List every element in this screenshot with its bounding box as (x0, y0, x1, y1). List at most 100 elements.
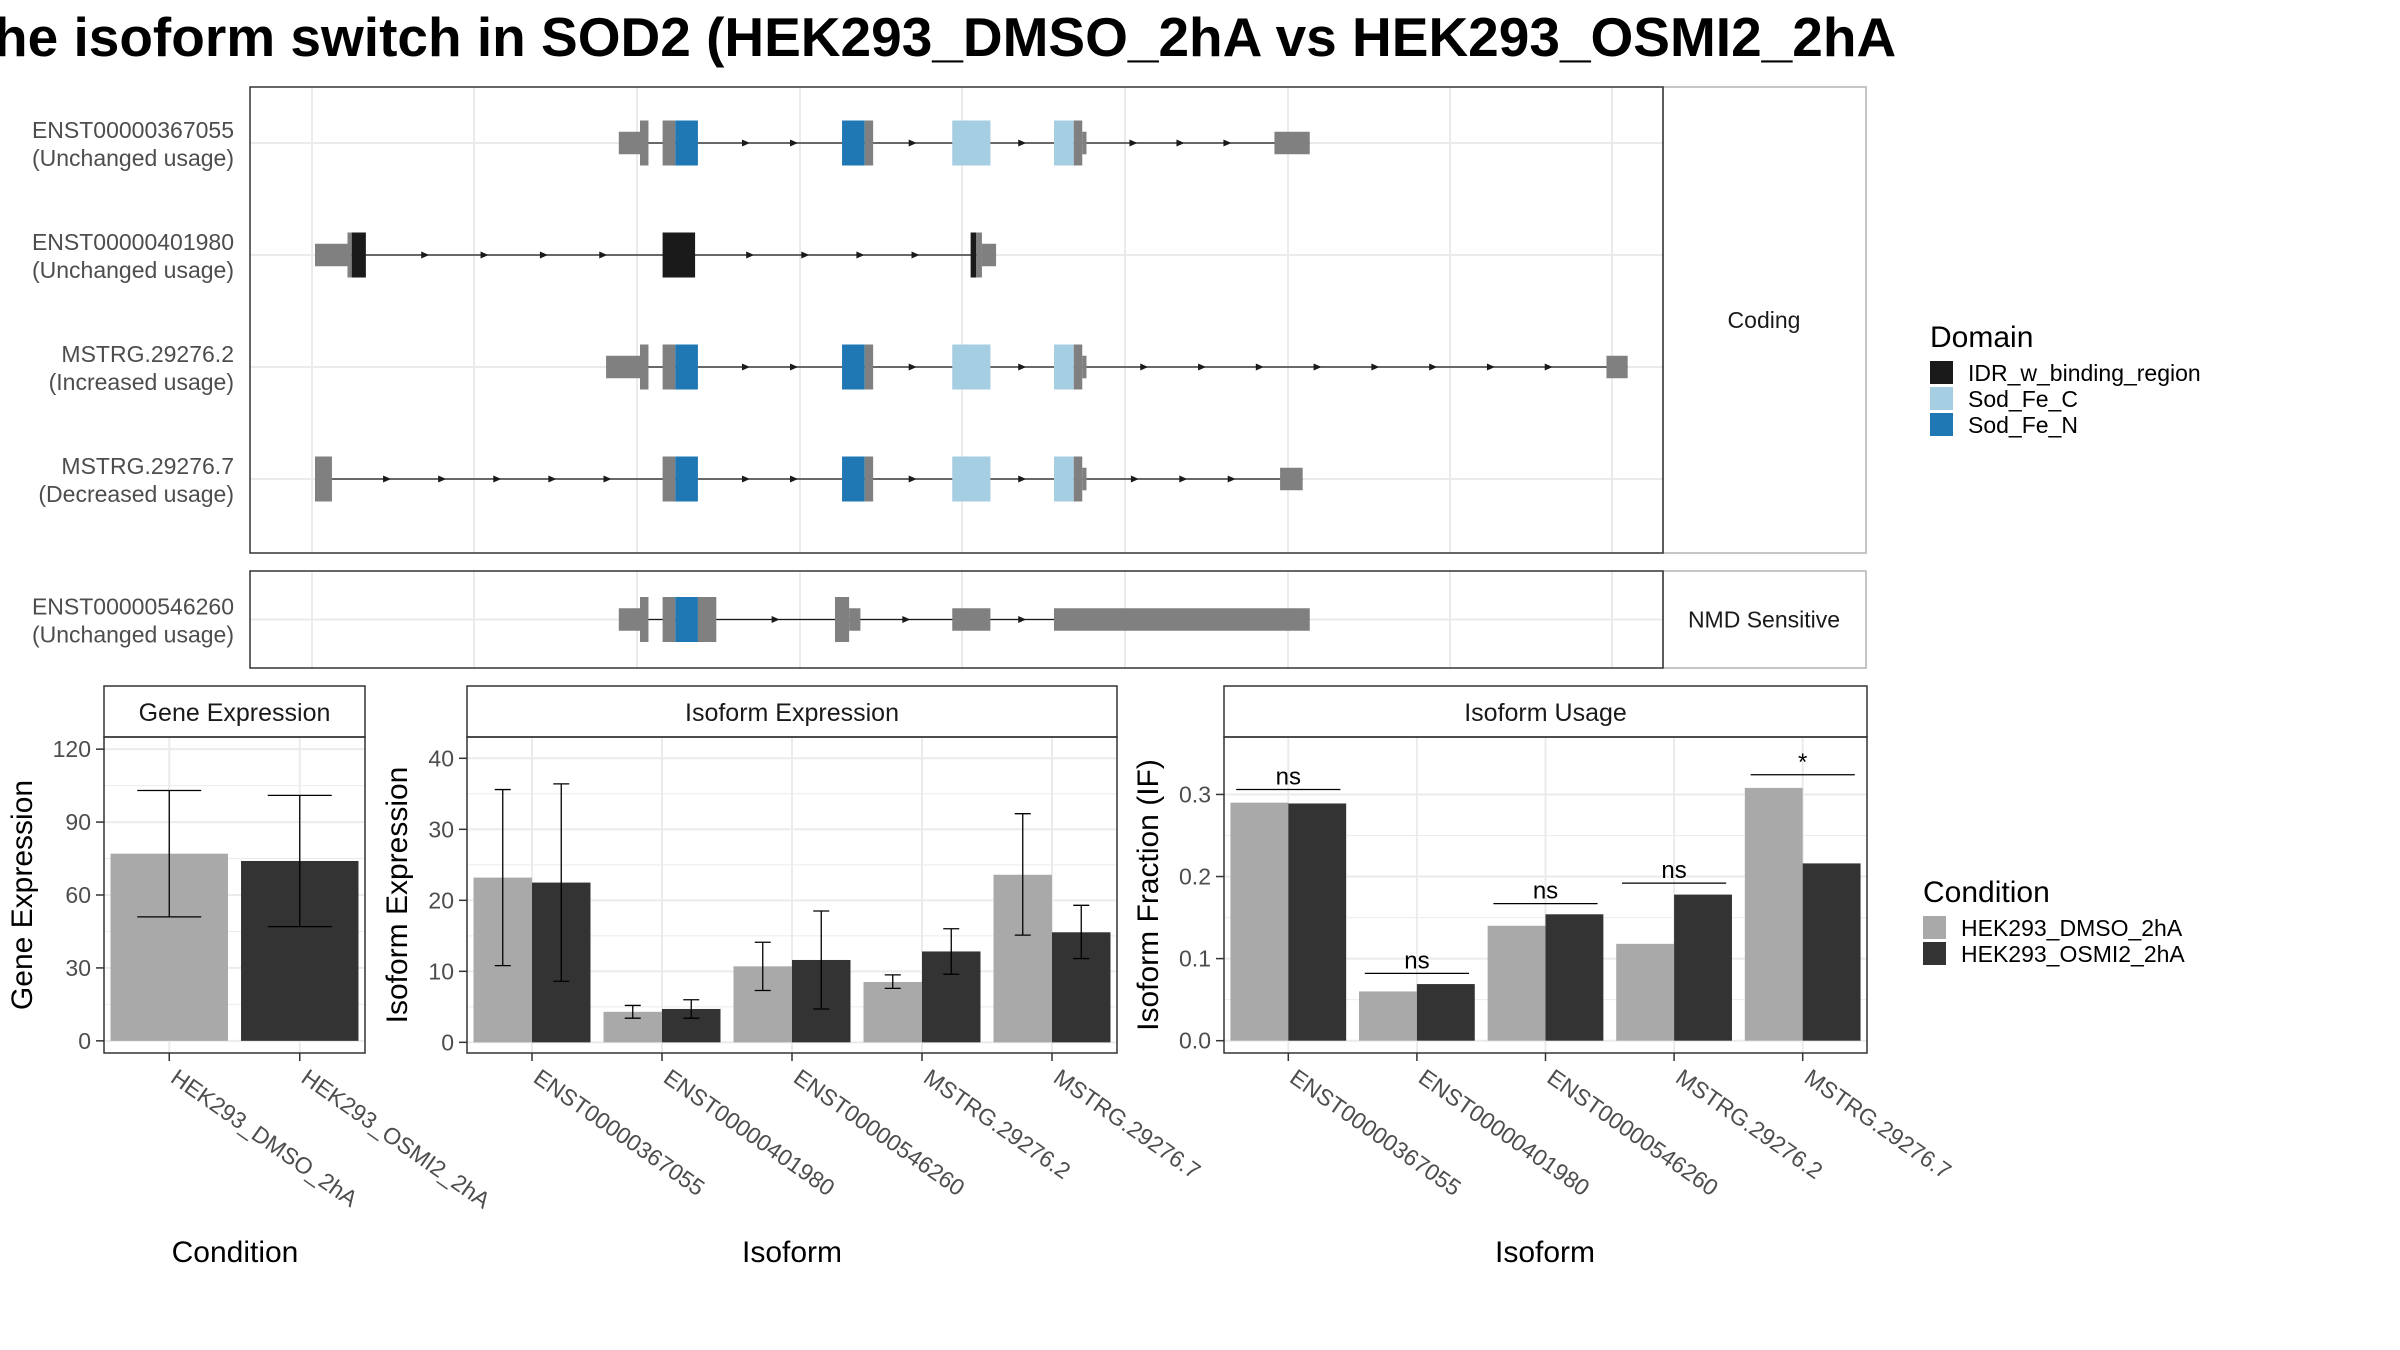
exon-utr (1274, 131, 1310, 155)
chart-title: Gene Expression (139, 699, 331, 727)
exon-utr (662, 597, 676, 642)
condition-legend-label: HEK293_OSMI2_2hA (1961, 941, 2185, 967)
arrow-right-icon (1179, 475, 1188, 483)
condition-legend-title: Condition (1923, 876, 2050, 909)
y-tick-label: 120 (53, 736, 91, 762)
exon-utr (1053, 608, 1310, 631)
arrow-right-icon (383, 475, 392, 483)
arrow-right-icon (790, 363, 799, 371)
bar (1487, 925, 1546, 1041)
arrow-right-icon (911, 251, 920, 259)
exon-Sod_Fe_N (675, 597, 698, 642)
bar (863, 981, 922, 1043)
exon-utr (864, 456, 874, 502)
transcript-ENST00000401980: ENST00000401980(Unchanged usage) (32, 229, 997, 283)
arrow-right-icon (1176, 139, 1185, 147)
exon-utr (849, 608, 861, 631)
transcript-id-label: MSTRG.29276.2 (61, 341, 234, 367)
arrow-right-icon (908, 363, 917, 371)
arrow-right-icon (771, 616, 780, 623)
arrow-right-icon (603, 475, 612, 483)
exon-utr (1082, 355, 1087, 379)
bar (1288, 803, 1347, 1041)
arrow-right-icon (856, 251, 865, 259)
arrow-right-icon (421, 251, 430, 259)
exon-Sod_Fe_C (1053, 456, 1074, 502)
y-tick-label: 40 (428, 745, 454, 771)
y-axis-title: Isoform Fraction (IF) (1132, 759, 1165, 1031)
significance-label: ns (1276, 764, 1301, 791)
chart-title: Isoform Expression (685, 699, 899, 727)
exon-utr (314, 243, 348, 267)
transcript-id-label: ENST00000546260 (32, 594, 234, 620)
y-axis-title: Gene Expression (6, 780, 39, 1010)
arrow-right-icon (1223, 139, 1232, 147)
y-tick-label: 30 (428, 816, 454, 842)
y-tick-label: 0.2 (1179, 864, 1211, 890)
transcript-MSTRG.29276.2: MSTRG.29276.2(Increased usage) (49, 341, 1628, 395)
bar (1744, 787, 1803, 1041)
arrow-right-icon (438, 475, 447, 483)
arrow-right-icon (548, 475, 557, 483)
arrow-right-icon (1255, 363, 1264, 371)
chart-title: Isoform Usage (1464, 699, 1627, 727)
arrow-right-icon (1140, 363, 1149, 371)
exon-Sod_Fe_C (1053, 120, 1074, 166)
arrow-right-icon (790, 139, 799, 147)
arrow-right-icon (1544, 363, 1553, 371)
transcript-ENST00000367055: ENST00000367055(Unchanged usage) (32, 117, 1310, 171)
transcript-ENST00000546260: ENST00000546260(Unchanged usage) (32, 594, 1310, 648)
transcript-id-label: ENST00000401980 (32, 229, 234, 255)
exon-utr (864, 120, 874, 166)
transcript-usage-label: (Decreased usage) (38, 481, 234, 507)
arrow-right-icon (908, 475, 917, 483)
bar (1802, 863, 1861, 1041)
exon-Sod_Fe_N (842, 120, 865, 166)
exon-utr (1280, 467, 1303, 491)
arrow-right-icon (493, 475, 502, 483)
exon-utr (639, 120, 649, 166)
bar (1230, 802, 1289, 1041)
panel-border (249, 570, 1664, 669)
chart-title-strip (466, 685, 1118, 738)
exon-Sod_Fe_C (1053, 344, 1074, 390)
y-tick-label: 0 (78, 1028, 91, 1054)
domain-legend-label: Sod_Fe_C (1968, 386, 2078, 412)
x-axis-title: Condition (172, 1236, 299, 1269)
arrow-right-icon (1129, 139, 1138, 147)
arrow-right-icon (1486, 363, 1495, 371)
exon-utr (606, 355, 640, 379)
exon-Sod_Fe_N (675, 120, 698, 166)
y-tick-label: 90 (65, 809, 91, 835)
arrow-right-icon (1313, 363, 1322, 371)
domain-legend-key (1930, 361, 1953, 384)
arrow-right-icon (746, 251, 755, 259)
arrow-right-icon (1018, 616, 1027, 623)
domain-legend: Domain IDR_w_binding_regionSod_Fe_CSod_Fe… (1930, 321, 2201, 438)
exon-IDR_w_binding_region (662, 232, 696, 278)
arrow-right-icon (1018, 363, 1027, 371)
domain-legend-label: Sod_Fe_N (1968, 412, 2078, 438)
y-axis-title: Isoform Expression (381, 767, 414, 1024)
exon-utr (1073, 344, 1083, 390)
exon-utr (618, 608, 640, 631)
exon-utr (314, 456, 332, 502)
domain-legend-key (1930, 413, 1953, 436)
expression-charts: Gene Expression0306090120HEK293_DMSO_2hA… (6, 685, 1956, 1269)
transcript-panel-1: NMD Sensitive ENST00000546260(Unchanged u… (32, 570, 1867, 669)
bar (1545, 914, 1604, 1041)
arrow-right-icon (908, 139, 917, 147)
y-tick-label: 10 (428, 958, 454, 984)
exon-utr (1082, 131, 1087, 155)
significance-label: ns (1404, 947, 1429, 974)
significance-label: ns (1661, 857, 1686, 884)
bar (1616, 943, 1675, 1041)
exon-utr (1073, 456, 1083, 502)
exon-Sod_Fe_N (842, 456, 865, 502)
condition-legend-key (1923, 916, 1946, 939)
arrow-right-icon (480, 251, 489, 259)
exon-Sod_Fe_C (952, 344, 991, 390)
transcript-usage-label: (Unchanged usage) (32, 145, 234, 171)
